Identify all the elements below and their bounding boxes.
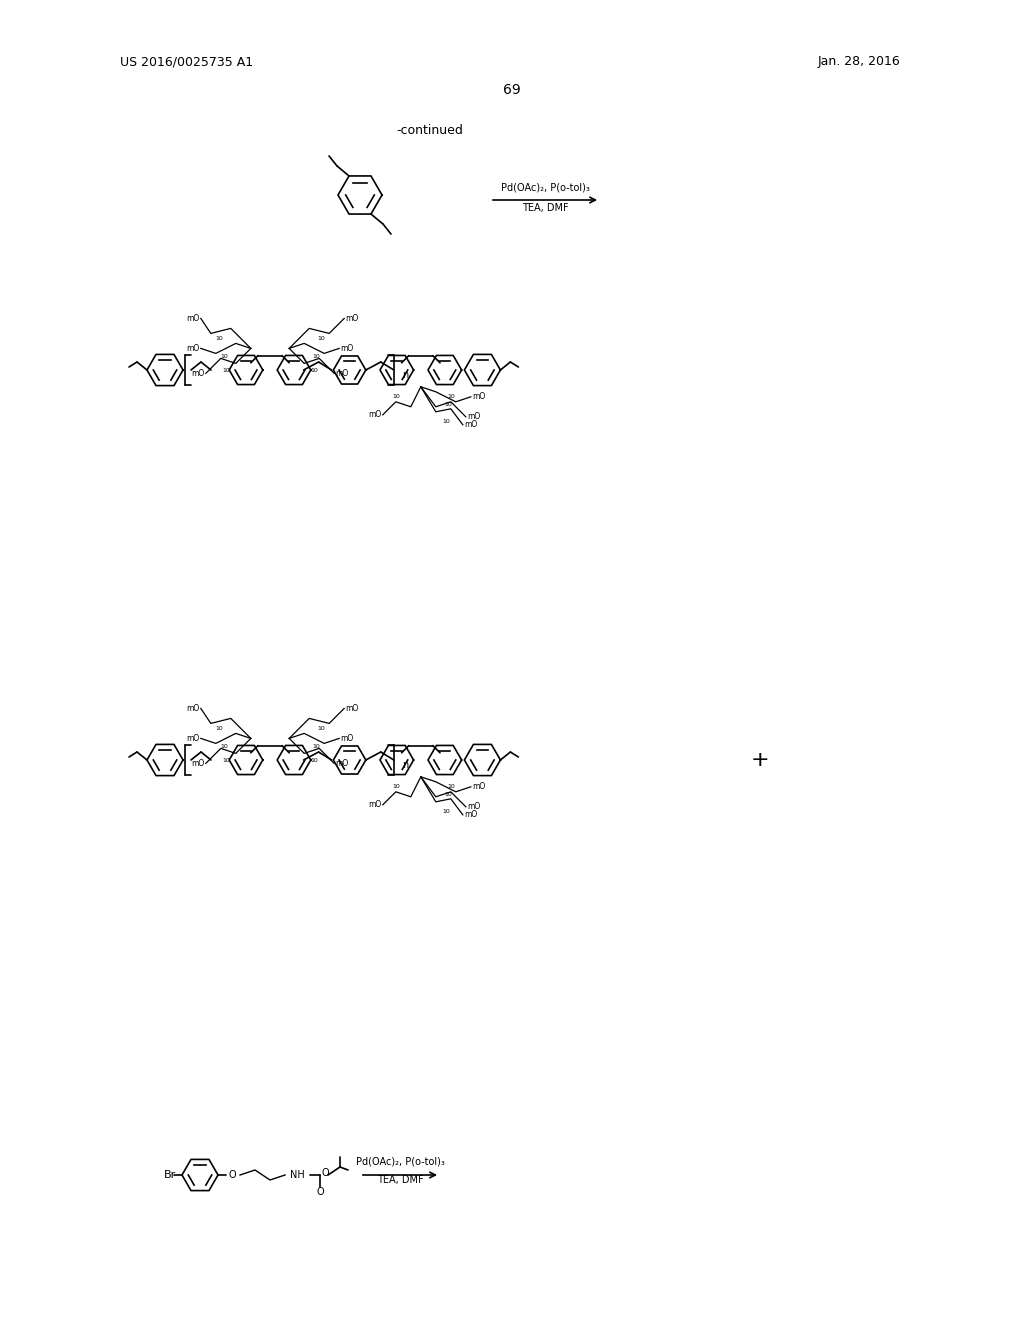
Text: mO: mO: [186, 734, 200, 743]
Text: 10: 10: [442, 420, 450, 424]
Text: mO: mO: [467, 412, 480, 421]
Text: n: n: [401, 760, 408, 770]
Text: TEA, DMF: TEA, DMF: [377, 1175, 423, 1185]
Text: O: O: [316, 1187, 324, 1197]
Text: 10: 10: [446, 395, 455, 399]
Text: mO: mO: [186, 314, 200, 323]
Text: mO: mO: [369, 800, 381, 809]
Text: NH: NH: [290, 1170, 305, 1180]
Text: Br: Br: [164, 1170, 176, 1180]
Text: mO: mO: [341, 345, 354, 352]
Text: Pd(OAc)₂, P(o-tol)₃: Pd(OAc)₂, P(o-tol)₃: [501, 183, 590, 193]
Text: mO: mO: [336, 368, 349, 378]
Text: 10: 10: [312, 744, 321, 748]
Text: n: n: [401, 370, 408, 380]
Text: mO: mO: [336, 759, 349, 768]
Text: O: O: [322, 1168, 330, 1177]
Text: 69: 69: [503, 83, 521, 96]
Text: 10: 10: [215, 335, 222, 341]
Text: mO: mO: [472, 392, 485, 401]
Text: 10: 10: [392, 784, 399, 789]
Text: +: +: [751, 750, 769, 770]
Text: 10: 10: [446, 784, 455, 789]
Text: mO: mO: [341, 734, 354, 743]
Text: 10: 10: [392, 395, 399, 399]
Text: O: O: [228, 1170, 236, 1180]
Text: mO: mO: [464, 810, 477, 820]
Text: mO: mO: [472, 783, 485, 791]
Text: 10: 10: [310, 758, 318, 763]
Text: 10: 10: [220, 744, 227, 748]
Text: mO: mO: [186, 345, 200, 352]
Text: 10: 10: [220, 354, 227, 359]
Text: 10: 10: [312, 354, 321, 359]
Text: mO: mO: [191, 759, 205, 768]
Text: mO: mO: [467, 803, 480, 812]
Text: Jan. 28, 2016: Jan. 28, 2016: [817, 55, 900, 69]
Text: mO: mO: [186, 704, 200, 713]
Text: 10: 10: [444, 403, 452, 408]
Text: 10: 10: [215, 726, 222, 731]
Text: US 2016/0025735 A1: US 2016/0025735 A1: [120, 55, 253, 69]
Text: mO: mO: [345, 704, 358, 713]
Text: 10: 10: [444, 792, 452, 797]
Text: mO: mO: [345, 314, 358, 323]
Text: Pd(OAc)₂, P(o-tol)₃: Pd(OAc)₂, P(o-tol)₃: [355, 1156, 444, 1166]
Text: 10: 10: [317, 335, 325, 341]
Text: 10: 10: [222, 368, 229, 372]
Text: 10: 10: [317, 726, 325, 731]
Text: 10: 10: [222, 758, 229, 763]
Text: 10: 10: [442, 809, 450, 814]
Text: TEA, DMF: TEA, DMF: [521, 203, 568, 213]
Text: mO: mO: [464, 420, 477, 429]
Text: mO: mO: [369, 411, 381, 420]
Text: 10: 10: [310, 368, 318, 372]
Text: mO: mO: [191, 368, 205, 378]
Text: -continued: -continued: [396, 124, 464, 136]
